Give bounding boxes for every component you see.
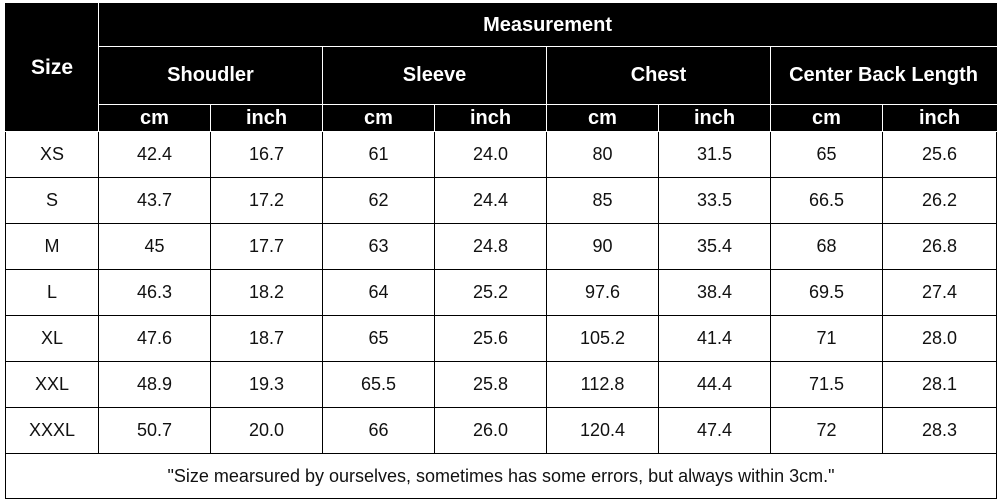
value-cell: 26.0: [434, 407, 547, 454]
value-cell: 17.2: [210, 177, 323, 224]
size-cell: M: [5, 223, 99, 270]
value-cell: 48.9: [98, 361, 211, 408]
value-cell: 33.5: [658, 177, 771, 224]
table-header: Size Measurement Shoudler Sleeve Chest C…: [5, 3, 998, 132]
value-cell: 68: [770, 223, 883, 270]
table-body: XS 42.4 16.7 61 24.0 80 31.5 65 25.6 S 4…: [4, 131, 998, 499]
value-cell: 25.6: [434, 315, 547, 362]
value-cell: 43.7: [98, 177, 211, 224]
table-row: XXXL 50.7 20.0 66 26.0 120.4 47.4 72 28.…: [5, 407, 998, 454]
value-cell: 97.6: [546, 269, 659, 316]
value-cell: 28.3: [881, 407, 998, 454]
unit-header-cm: cm: [98, 104, 211, 132]
value-cell: 25.6: [881, 131, 998, 178]
size-cell: XXL: [5, 361, 99, 408]
value-cell: 65.5: [322, 361, 435, 408]
group-header-center-back-length: Center Back Length: [769, 46, 998, 105]
value-cell: 19.3: [210, 361, 323, 408]
unit-header-inch: inch: [658, 104, 771, 132]
value-cell: 69.5: [770, 269, 883, 316]
value-cell: 35.4: [658, 223, 771, 270]
value-cell: 46.3: [98, 269, 211, 316]
value-cell: 28.0: [881, 315, 998, 362]
table-row: L 46.3 18.2 64 25.2 97.6 38.4 69.5 27.4: [5, 269, 998, 316]
value-cell: 16.7: [210, 131, 323, 178]
value-cell: 27.4: [881, 269, 998, 316]
unit-header-cm: cm: [770, 104, 883, 132]
group-header-sleeve: Sleeve: [322, 46, 547, 105]
value-cell: 64: [322, 269, 435, 316]
value-cell: 65: [770, 131, 883, 178]
table-row: S 43.7 17.2 62 24.4 85 33.5 66.5 26.2: [5, 177, 998, 224]
value-cell: 42.4: [98, 131, 211, 178]
value-cell: 24.8: [434, 223, 547, 270]
value-cell: 47.6: [98, 315, 211, 362]
value-cell: 80: [546, 131, 659, 178]
value-cell: 31.5: [658, 131, 771, 178]
value-cell: 45: [98, 223, 211, 270]
value-cell: 47.4: [658, 407, 771, 454]
value-cell: 105.2: [546, 315, 659, 362]
value-cell: 62: [322, 177, 435, 224]
unit-header-inch: inch: [881, 104, 998, 132]
header-row-groups: Shoudler Sleeve Chest Center Back Length: [6, 46, 998, 105]
value-cell: 26.2: [881, 177, 998, 224]
size-cell: S: [5, 177, 99, 224]
value-cell: 71: [770, 315, 883, 362]
value-cell: 41.4: [658, 315, 771, 362]
group-header-shoulder: Shoudler: [98, 46, 323, 105]
table-row: XXL 48.9 19.3 65.5 25.8 112.8 44.4 71.5 …: [5, 361, 998, 408]
measurement-note: "Size mearsured by ourselves, sometimes …: [4, 453, 998, 499]
header-row-measurement: Size Measurement: [5, 3, 998, 132]
size-column-header: Size: [5, 3, 99, 132]
measurement-header: Measurement: [97, 3, 998, 47]
size-cell: XL: [5, 315, 99, 362]
value-cell: 112.8: [546, 361, 659, 408]
value-cell: 66: [322, 407, 435, 454]
value-cell: 50.7: [98, 407, 211, 454]
value-cell: 20.0: [210, 407, 323, 454]
unit-header-cm: cm: [546, 104, 659, 132]
value-cell: 90: [546, 223, 659, 270]
value-cell: 25.2: [434, 269, 547, 316]
size-chart-table: Size Measurement Shoudler Sleeve Chest C…: [4, 3, 998, 499]
value-cell: 24.4: [434, 177, 547, 224]
value-cell: 24.0: [434, 131, 547, 178]
value-cell: 72: [770, 407, 883, 454]
value-cell: 120.4: [546, 407, 659, 454]
size-cell: XS: [5, 131, 99, 178]
value-cell: 66.5: [770, 177, 883, 224]
note-row: "Size mearsured by ourselves, sometimes …: [4, 453, 998, 499]
header-row-units: cm inch cm inch cm inch cm inch: [6, 104, 998, 132]
unit-header-inch: inch: [434, 104, 547, 132]
value-cell: 65: [322, 315, 435, 362]
value-cell: 61: [322, 131, 435, 178]
value-cell: 44.4: [658, 361, 771, 408]
group-header-chest: Chest: [546, 46, 771, 105]
value-cell: 71.5: [770, 361, 883, 408]
value-cell: 18.2: [210, 269, 323, 316]
table-row: XL 47.6 18.7 65 25.6 105.2 41.4 71 28.0: [5, 315, 998, 362]
table-row: M 45 17.7 63 24.8 90 35.4 68 26.8: [5, 223, 998, 270]
value-cell: 25.8: [434, 361, 547, 408]
size-cell: XXXL: [5, 407, 99, 454]
value-cell: 28.1: [881, 361, 998, 408]
table-row: XS 42.4 16.7 61 24.0 80 31.5 65 25.6: [5, 131, 998, 178]
value-cell: 63: [322, 223, 435, 270]
value-cell: 26.8: [881, 223, 998, 270]
unit-header-cm: cm: [322, 104, 435, 132]
value-cell: 18.7: [210, 315, 323, 362]
value-cell: 17.7: [210, 223, 323, 270]
value-cell: 85: [546, 177, 659, 224]
value-cell: 38.4: [658, 269, 771, 316]
unit-header-inch: inch: [210, 104, 323, 132]
size-cell: L: [5, 269, 99, 316]
